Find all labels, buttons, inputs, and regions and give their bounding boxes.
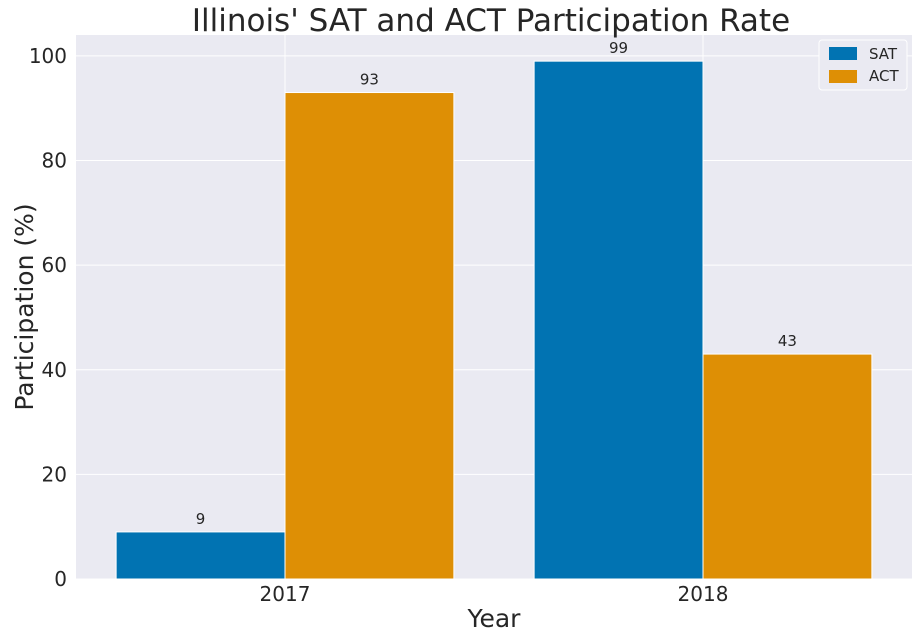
data-label: 9 [196,510,206,528]
y-tick-label: 0 [54,567,67,591]
y-tick-label: 80 [42,149,67,173]
bar-act-2017 [284,92,455,580]
bar-sat-2018 [533,60,704,580]
x-tick-labels: 2017 2018 [260,582,729,606]
y-tick-labels: 0 20 40 60 80 100 [29,44,67,591]
legend-swatch-sat [829,47,857,60]
x-axis-label: Year [467,604,522,633]
data-label: 43 [778,332,797,350]
chart-title: Illinois' SAT and ACT Participation Rate [192,3,790,39]
y-tick-label: 60 [42,253,67,277]
bar-act-2018 [702,353,873,580]
legend-label-sat: SAT [869,45,898,63]
legend-label-act: ACT [869,67,899,85]
y-axis-label: Participation (%) [10,203,39,410]
y-tick-label: 40 [42,358,67,382]
bar-sat-2017 [115,531,286,580]
data-label: 99 [609,39,628,57]
legend-swatch-act [829,70,857,83]
y-tick-label: 100 [29,44,67,68]
bars [115,60,873,580]
x-tick-label: 2017 [260,582,311,606]
x-tick-label: 2018 [678,582,729,606]
y-tick-label: 20 [42,462,67,486]
legend: SAT ACT [818,39,908,91]
data-label: 93 [360,71,379,89]
